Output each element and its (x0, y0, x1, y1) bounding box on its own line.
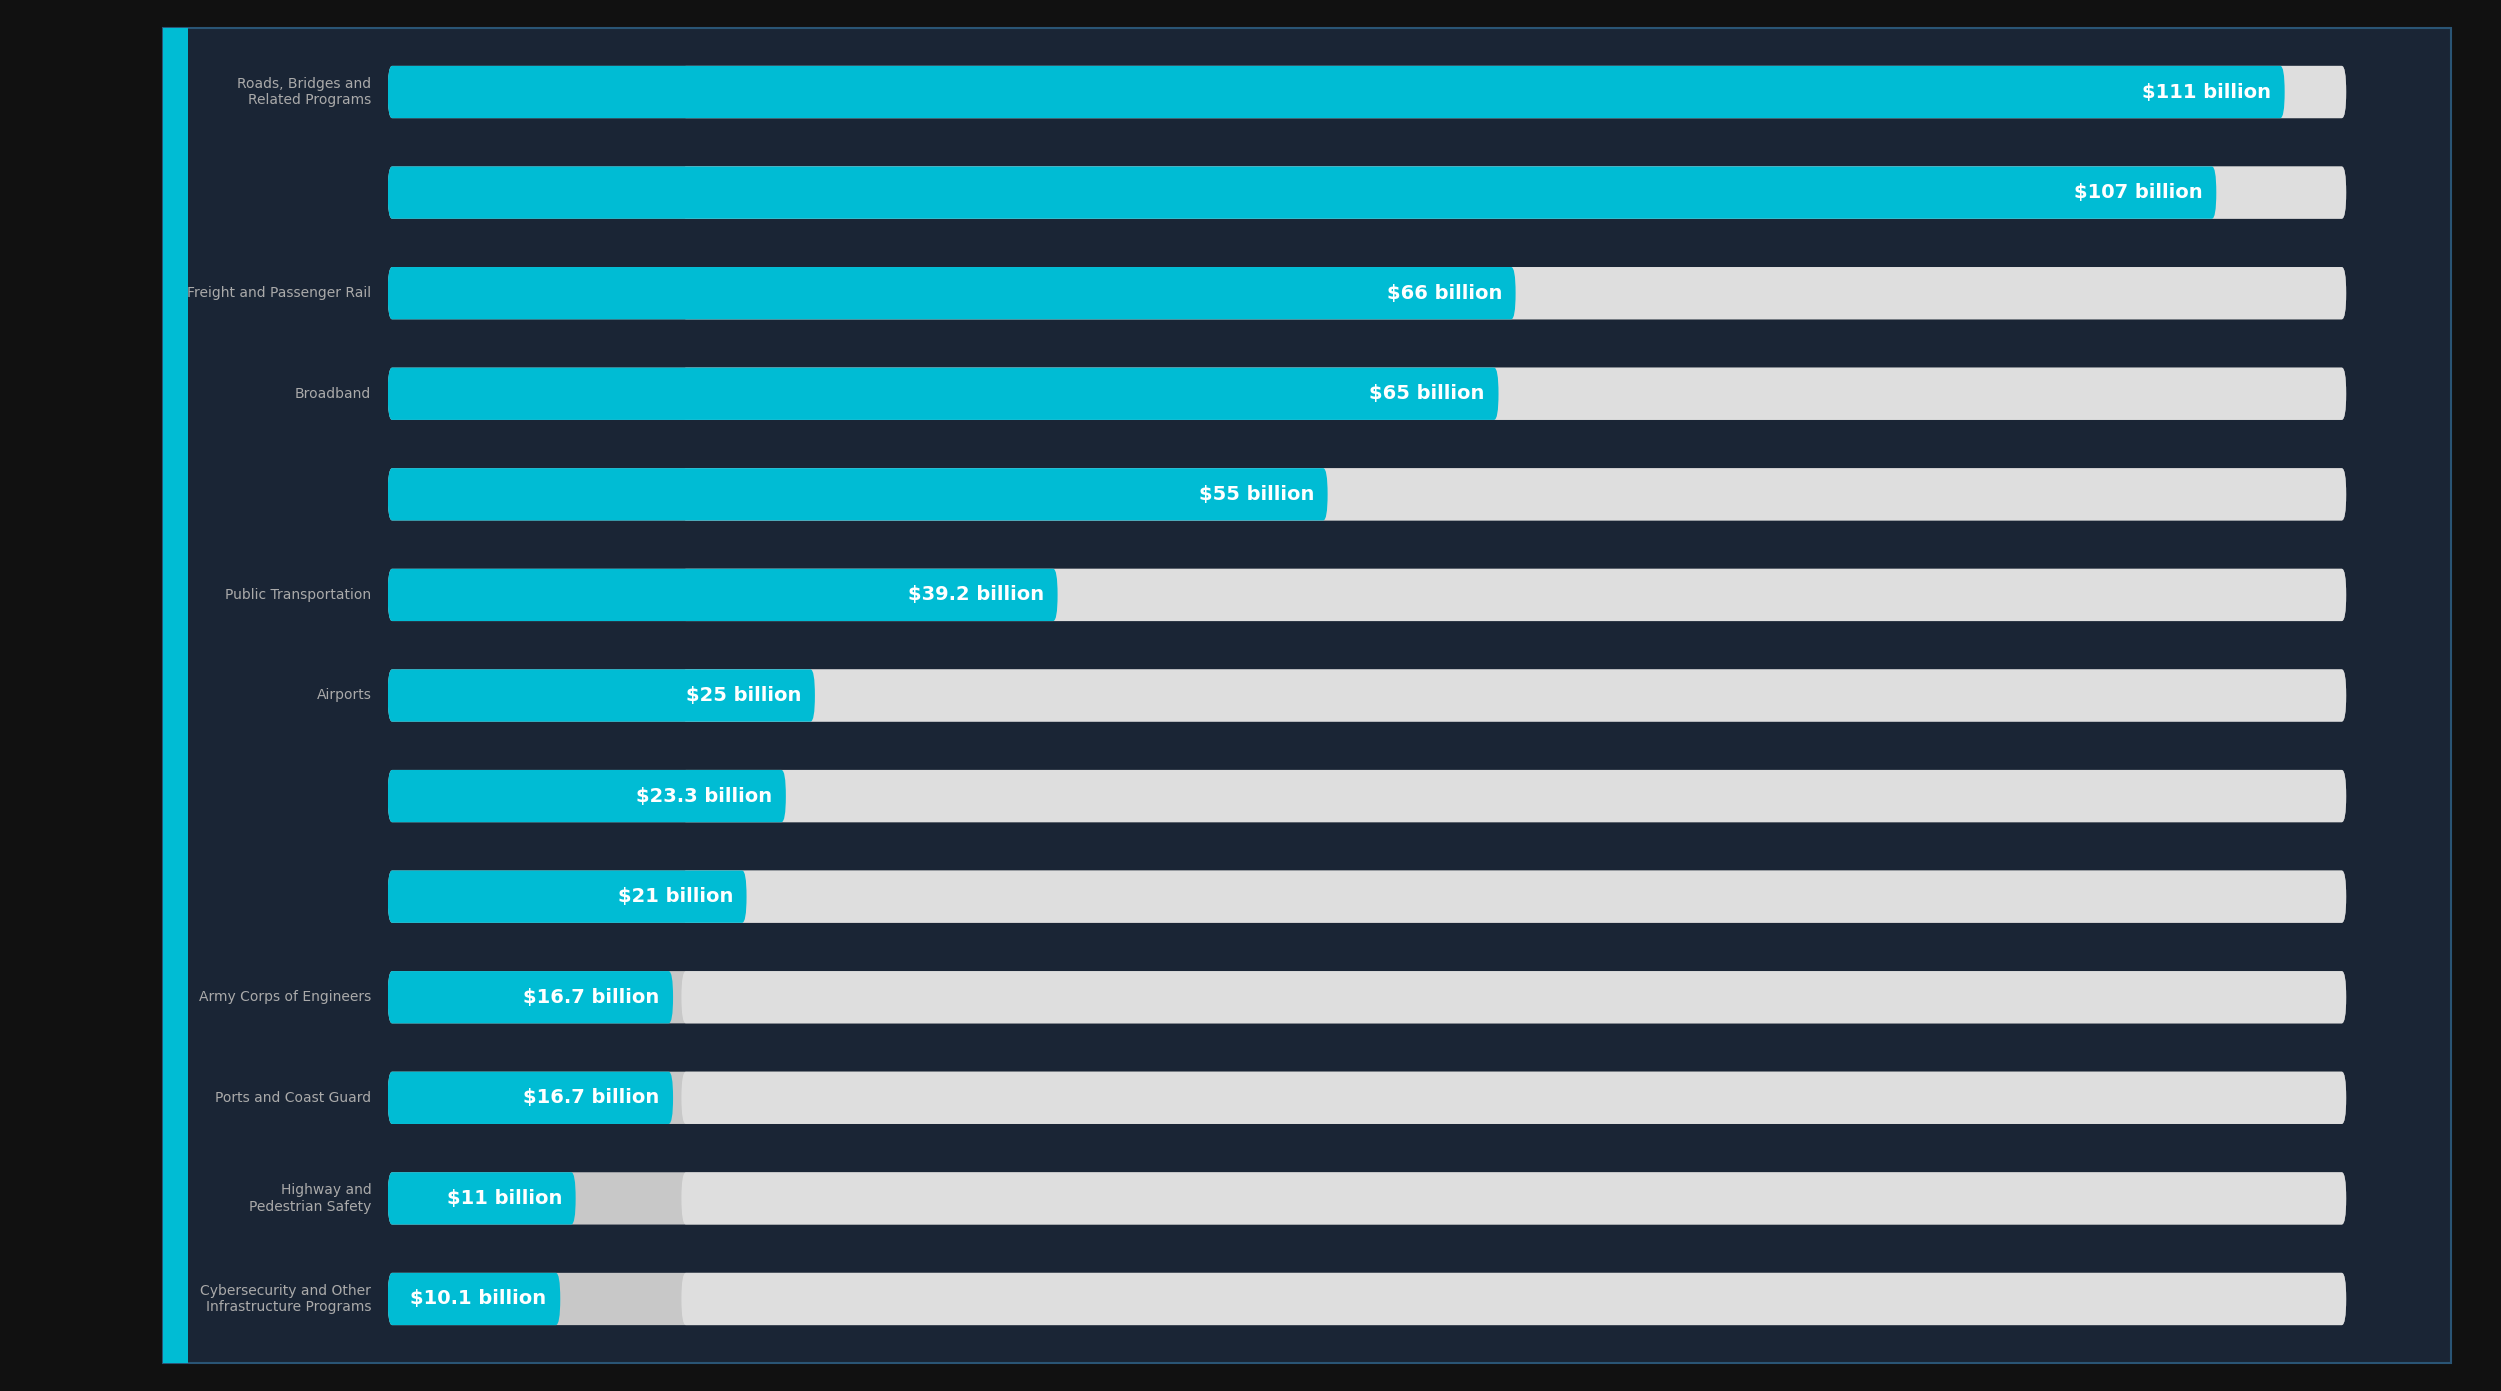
Text: Broadband: Broadband (295, 387, 370, 401)
Text: $111 billion: $111 billion (2141, 82, 2271, 102)
FancyBboxPatch shape (388, 65, 2346, 118)
FancyBboxPatch shape (388, 771, 785, 822)
Text: $39.2 billion: $39.2 billion (908, 586, 1043, 605)
FancyBboxPatch shape (680, 569, 2346, 620)
FancyBboxPatch shape (680, 469, 2346, 520)
Text: $65 billion: $65 billion (1371, 384, 1486, 403)
FancyBboxPatch shape (388, 1173, 575, 1224)
FancyBboxPatch shape (388, 1071, 673, 1124)
FancyBboxPatch shape (388, 167, 2216, 218)
FancyBboxPatch shape (388, 267, 1516, 320)
Text: Ports and Coast Guard: Ports and Coast Guard (215, 1091, 370, 1104)
Text: Roads, Bridges and
Related Programs: Roads, Bridges and Related Programs (238, 77, 370, 107)
Text: $10.1 billion: $10.1 billion (410, 1289, 548, 1309)
FancyBboxPatch shape (388, 65, 2283, 118)
FancyBboxPatch shape (680, 669, 2346, 722)
FancyBboxPatch shape (680, 65, 2346, 118)
FancyBboxPatch shape (388, 569, 1058, 620)
FancyBboxPatch shape (680, 267, 2346, 320)
Text: $23.3 billion: $23.3 billion (635, 786, 773, 805)
FancyBboxPatch shape (388, 971, 2346, 1024)
Text: Airports: Airports (318, 689, 370, 702)
FancyBboxPatch shape (680, 1173, 2346, 1224)
FancyBboxPatch shape (388, 669, 2346, 722)
FancyBboxPatch shape (388, 669, 815, 722)
Text: $21 billion: $21 billion (618, 887, 733, 906)
Text: $16.7 billion: $16.7 billion (523, 988, 660, 1007)
Text: Cybersecurity and Other
Infrastructure Programs: Cybersecurity and Other Infrastructure P… (200, 1284, 370, 1314)
FancyBboxPatch shape (388, 771, 2346, 822)
FancyBboxPatch shape (388, 871, 2346, 922)
Text: $11 billion: $11 billion (448, 1189, 563, 1207)
FancyBboxPatch shape (388, 871, 745, 922)
FancyBboxPatch shape (388, 267, 2346, 320)
Text: $25 billion: $25 billion (685, 686, 800, 705)
FancyBboxPatch shape (680, 971, 2346, 1024)
FancyBboxPatch shape (388, 1273, 2346, 1326)
Text: $66 billion: $66 billion (1386, 284, 1503, 303)
FancyBboxPatch shape (680, 771, 2346, 822)
Text: Army Corps of Engineers: Army Corps of Engineers (200, 990, 370, 1004)
FancyBboxPatch shape (388, 971, 673, 1024)
FancyBboxPatch shape (680, 167, 2346, 218)
Text: $16.7 billion: $16.7 billion (523, 1088, 660, 1107)
FancyBboxPatch shape (163, 28, 2451, 1363)
Text: $107 billion: $107 billion (2073, 184, 2203, 202)
Text: Public Transportation: Public Transportation (225, 588, 370, 602)
FancyBboxPatch shape (388, 469, 1328, 520)
FancyBboxPatch shape (388, 1071, 2346, 1124)
FancyBboxPatch shape (388, 569, 2346, 620)
FancyBboxPatch shape (680, 1273, 2346, 1326)
FancyBboxPatch shape (388, 367, 2346, 420)
FancyBboxPatch shape (388, 1173, 2346, 1224)
Text: $55 billion: $55 billion (1198, 485, 1313, 504)
FancyBboxPatch shape (680, 1071, 2346, 1124)
Text: Highway and
Pedestrian Safety: Highway and Pedestrian Safety (250, 1184, 370, 1213)
FancyBboxPatch shape (680, 871, 2346, 922)
FancyBboxPatch shape (680, 367, 2346, 420)
FancyBboxPatch shape (388, 167, 2346, 218)
FancyBboxPatch shape (388, 367, 1498, 420)
Text: Freight and Passenger Rail: Freight and Passenger Rail (188, 287, 370, 300)
FancyBboxPatch shape (388, 469, 2346, 520)
FancyBboxPatch shape (388, 1273, 560, 1326)
FancyBboxPatch shape (163, 28, 188, 1363)
